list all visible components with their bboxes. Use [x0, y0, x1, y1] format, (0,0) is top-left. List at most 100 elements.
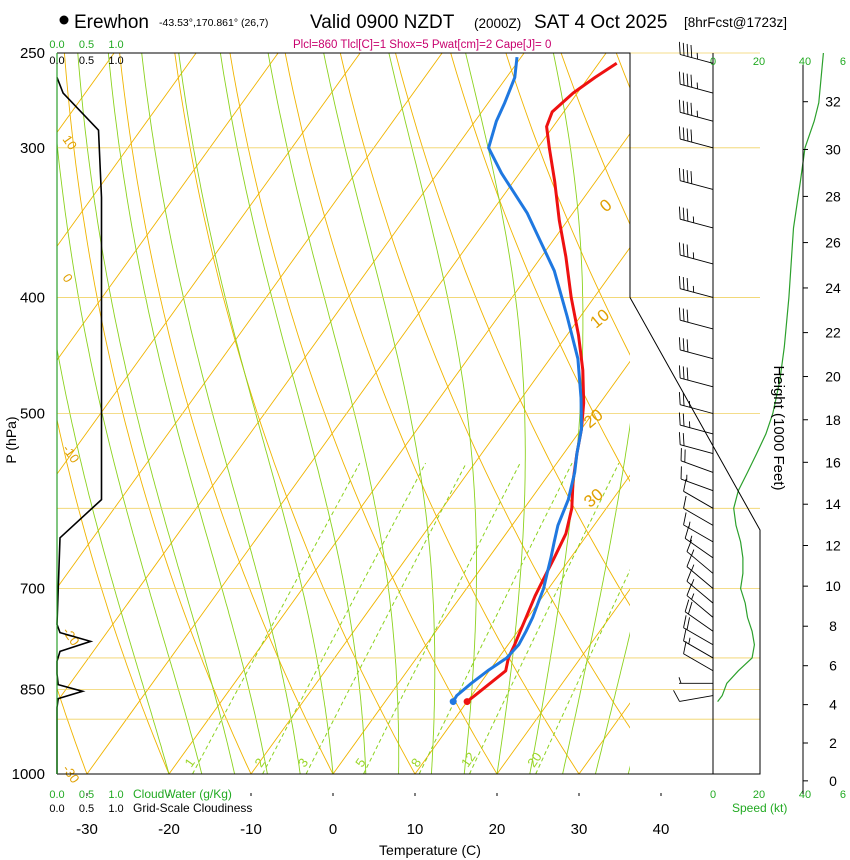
wind-barb	[683, 628, 714, 659]
wind-barb	[678, 275, 714, 298]
cloud-scale-label-top: 1.0	[108, 39, 123, 51]
height-tick-label: 26	[825, 235, 841, 251]
wind-barb-staff	[680, 218, 714, 229]
wind-barb-flag	[682, 308, 685, 322]
mixing-ratio-line	[418, 462, 573, 774]
x-tick-label: 40	[653, 821, 670, 838]
mixing-ratio-line	[192, 462, 361, 774]
wind-barb	[678, 412, 714, 435]
wind-barb-flag	[686, 339, 689, 353]
wind-barb-staff	[680, 377, 714, 388]
wind-barb-flag	[678, 337, 681, 350]
wind-barb-flag	[678, 432, 681, 445]
wind-barb	[678, 71, 714, 94]
x-tick-label: 10	[407, 821, 424, 838]
wind-barb	[686, 539, 714, 574]
wind-barb-flag	[690, 102, 693, 116]
wind-barb	[684, 599, 714, 632]
cloudiness-label: Grid-Scale Cloudiness	[133, 801, 252, 815]
wind-barb-flag	[678, 392, 681, 405]
wind-barb-flag	[686, 278, 689, 291]
wind-barb-staff	[680, 54, 714, 64]
mixing-ratio-label: 5	[352, 755, 368, 770]
wind-barb-staff	[683, 653, 714, 672]
dry-adiabat-line	[505, 53, 630, 356]
mixing-ratio-label: 8	[408, 755, 424, 770]
wind-barb-flag	[673, 690, 680, 702]
speed-label: Speed (kt)	[732, 801, 787, 815]
wind-barb	[678, 206, 714, 229]
height-tick-label: 30	[825, 141, 841, 157]
pressure-tick-label: 400	[20, 289, 45, 306]
wind-barb-staff	[680, 444, 714, 454]
wind-barb-staff	[680, 180, 714, 190]
wind-barb-flag	[678, 242, 681, 256]
dry-adiabat-line	[284, 53, 580, 774]
wind-barb	[678, 307, 714, 330]
wind-barb-flag	[686, 73, 689, 87]
height-tick-label: 22	[825, 325, 841, 341]
wind-barb-flag	[683, 512, 687, 525]
wind-barb-half	[688, 521, 691, 528]
wind-barb-staff	[680, 349, 714, 360]
wind-barb-flag	[678, 99, 681, 113]
wind-barb-staff	[686, 580, 714, 604]
mixing-ratio-label: 1	[181, 755, 197, 770]
wind-barb-staff	[684, 538, 714, 559]
wind-barb	[678, 677, 713, 684]
wind-barb-staff	[680, 478, 714, 492]
wind-barb-flag	[678, 71, 681, 85]
wind-barb-flag	[684, 599, 690, 612]
wind-barb-staff	[683, 490, 714, 509]
moist-adiabat-line	[529, 53, 584, 774]
pressure-tick-label: 300	[20, 140, 45, 157]
pressure-tick-label: 1000	[12, 766, 45, 783]
x-tick-label: -30	[76, 821, 98, 838]
height-tick-label: 14	[825, 496, 841, 512]
isobars	[57, 52, 760, 775]
wind-barb-flag	[683, 495, 687, 509]
valid-time: Valid 0900 NZDT	[310, 12, 455, 33]
moist-adiabat-line	[323, 53, 436, 774]
dry-adiabat-label: 10	[586, 305, 613, 332]
height-tick-label: 10	[825, 578, 841, 594]
speed-tick-bottom: 0	[710, 789, 716, 801]
wind-barb-flag	[687, 601, 693, 615]
pressure-tick-label: 850	[20, 681, 45, 698]
dry-adiabat-line	[63, 53, 252, 774]
moist-adiabat-line	[57, 346, 170, 774]
dewpoint-line	[451, 56, 583, 703]
wind-barb-flag	[678, 168, 681, 181]
wind-barb-flag	[682, 207, 685, 221]
wind-barb	[686, 583, 714, 618]
sounding-lines	[56, 56, 618, 774]
isotherm-label: 10	[60, 132, 81, 152]
height-tick-label: 0	[829, 773, 837, 789]
wind-barb-staff	[683, 640, 714, 659]
wind-barb-flag	[686, 539, 693, 552]
height-tick-label: 12	[825, 537, 841, 553]
wind-barb-flag	[686, 208, 689, 222]
moist-adiabat-line	[465, 53, 526, 774]
wind-barb	[684, 526, 714, 559]
pressure-tick-label: 700	[20, 580, 45, 597]
cloud-scale-label-bottom: 0.5	[79, 789, 94, 801]
dry-adiabats	[57, 53, 630, 774]
wind-barb	[683, 615, 714, 646]
wind-barb-staff	[683, 627, 714, 646]
wind-barb-staff	[680, 254, 714, 265]
wind-barb-flag	[678, 41, 681, 55]
wind-barb-staff	[680, 138, 714, 149]
station-dot	[59, 15, 69, 25]
dry-adiabat-line	[339, 53, 630, 729]
temperature-line	[466, 62, 618, 703]
wind-barb	[678, 168, 714, 190]
height-tick-label: 20	[825, 369, 841, 385]
cloud-scale-label-bottom: 1.0	[108, 789, 123, 801]
wind-barb-flag	[686, 309, 689, 323]
height-tick-label: 32	[825, 94, 841, 110]
wind-barb-flag	[682, 100, 685, 114]
wind-barb-flag	[683, 615, 687, 628]
wind-barb-flag	[682, 413, 685, 427]
wind-barb-flag	[686, 170, 689, 183]
